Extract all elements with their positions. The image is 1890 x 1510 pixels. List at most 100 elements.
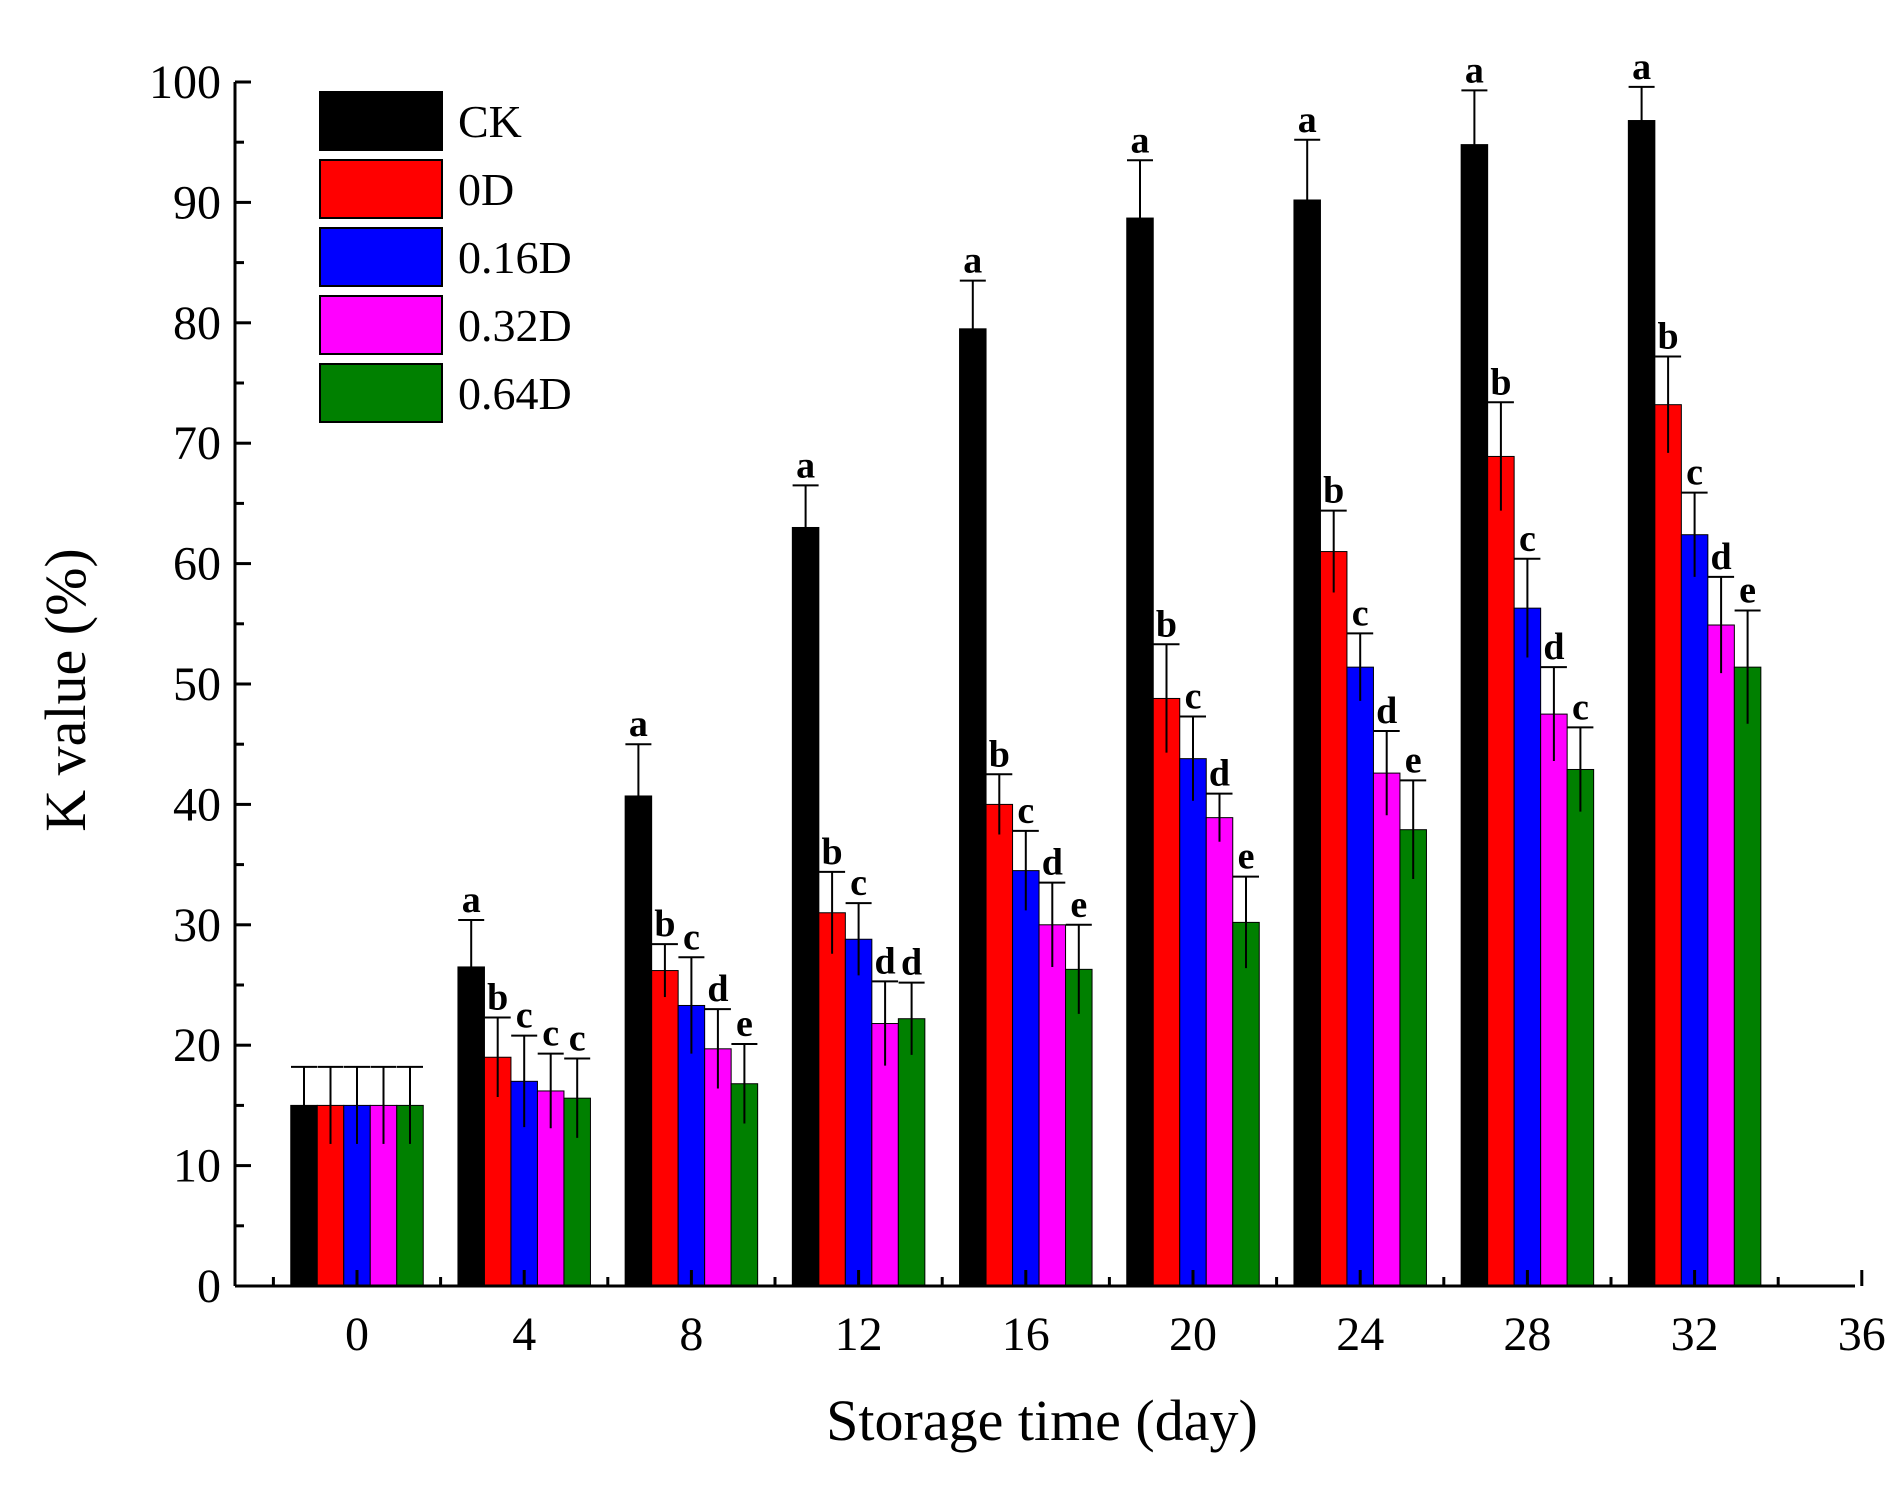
- y-tick-label-60: 60: [173, 538, 221, 591]
- legend-label-0.64D: 0.64D: [458, 368, 572, 419]
- bar-CK-day-28: [1460, 144, 1489, 1287]
- sig-letter-CK-day-24: a: [1298, 99, 1317, 141]
- sig-letter-0.64D-day-12: d: [901, 942, 922, 984]
- y-tick-label-100: 100: [149, 56, 221, 109]
- bar-CK-day-12: [791, 526, 820, 1287]
- sig-letter-0.32D-day-24: d: [1376, 690, 1397, 732]
- sig-letter-CK-day-4: a: [462, 879, 481, 921]
- sig-letter-0.16D-day-4: c: [516, 995, 533, 1037]
- sig-letter-0.16D-day-20: c: [1185, 676, 1202, 718]
- bar-0D-day-24: [1319, 551, 1348, 1287]
- sig-letter-0.32D-day-12: d: [875, 940, 896, 982]
- y-tick-label-70: 70: [173, 417, 221, 470]
- bar-0.16D-day-12: [844, 938, 873, 1287]
- x-tick-label-36: 36: [1838, 1308, 1886, 1361]
- error-bars-layer: [291, 85, 1761, 1144]
- y-tick-label-80: 80: [173, 297, 221, 350]
- sig-letter-0.16D-day-24: c: [1352, 592, 1369, 634]
- bar-0.32D-day-28: [1540, 713, 1568, 1287]
- bar-0.64D-day-12: [897, 1018, 926, 1287]
- sig-letter-0D-day-28: b: [1490, 361, 1511, 403]
- bar-0.64D-day-32: [1733, 666, 1762, 1287]
- sig-letter-0.32D-day-28: d: [1543, 626, 1564, 668]
- bar-0.16D-day-24: [1346, 666, 1374, 1287]
- y-tick-label-30: 30: [173, 899, 221, 952]
- x-tick-label-28: 28: [1503, 1308, 1551, 1361]
- bar-0D-day-20: [1152, 697, 1181, 1287]
- sig-letter-0.64D-day-28: c: [1572, 686, 1589, 728]
- legend-swatch-0.64D: [319, 363, 443, 423]
- legend-label-0.16D: 0.16D: [458, 232, 572, 283]
- legend-swatch-0D: [319, 159, 443, 219]
- sig-letter-0D-day-24: b: [1323, 470, 1344, 512]
- bar-0.64D-day-16: [1065, 968, 1093, 1287]
- bar-CK-day-8: [624, 795, 653, 1287]
- bar-0.64D-day-20: [1232, 921, 1260, 1287]
- bar-0.32D-day-32: [1707, 624, 1735, 1287]
- sig-letter-0D-day-16: b: [989, 733, 1010, 775]
- x-tick-label-0: 0: [345, 1308, 369, 1361]
- x-axis-title: Storage time (day): [826, 1388, 1258, 1453]
- bar-CK-day-16: [959, 328, 987, 1287]
- sig-letter-0D-day-20: b: [1156, 603, 1177, 645]
- y-tick-label-40: 40: [173, 778, 221, 831]
- legend-label-CK: CK: [458, 96, 522, 147]
- legend-swatch-0.32D: [319, 295, 443, 355]
- axes-layer: 0 10 20 30 40 50 60 70 80 90 100 0 4 8 12 16 20 24 28 32 36: [149, 56, 1886, 1361]
- bar-0D-day-8: [651, 970, 679, 1287]
- bar-0.32D-day-24: [1372, 772, 1401, 1287]
- x-tick-label-16: 16: [1002, 1308, 1050, 1361]
- bar-0D-day-16: [985, 803, 1014, 1287]
- sig-letter-0.64D-day-20: e: [1238, 836, 1255, 878]
- sig-letter-0.16D-day-12: c: [850, 862, 867, 904]
- legend-label-0D: 0D: [458, 164, 514, 215]
- sig-letter-0.32D-day-4: c: [542, 1013, 559, 1055]
- bar-0.16D-day-20: [1179, 758, 1207, 1287]
- sig-letter-0.16D-day-32: c: [1686, 452, 1703, 494]
- sig-letter-0D-day-8: b: [654, 903, 675, 945]
- x-tick-label-32: 32: [1671, 1308, 1719, 1361]
- bar-0.32D-day-16: [1038, 924, 1067, 1287]
- sig-letter-0.32D-day-8: d: [707, 968, 728, 1010]
- sig-letter-0.64D-day-16: e: [1070, 884, 1087, 926]
- y-tick-label-20: 20: [173, 1019, 221, 1072]
- sig-letter-0.64D-day-4: c: [569, 1017, 586, 1059]
- bar-0.64D-day-28: [1566, 768, 1595, 1287]
- sig-letter-CK-day-16: a: [963, 240, 982, 282]
- y-tick-label-90: 90: [173, 176, 221, 229]
- sig-letter-0.16D-day-16: c: [1017, 790, 1034, 832]
- legend-swatch-CK: [319, 91, 443, 151]
- x-tick-label-8: 8: [679, 1308, 703, 1361]
- sig-letter-0.64D-day-32: e: [1739, 570, 1756, 612]
- sig-letter-0.16D-day-28: c: [1519, 518, 1536, 560]
- bar-0D-day-28: [1487, 455, 1515, 1287]
- bar-CK-day-32: [1627, 120, 1656, 1287]
- bar-0D-day-12: [818, 912, 846, 1287]
- legend: CK 0D 0.16D 0.32D 0.64D: [319, 91, 572, 423]
- y-tick-label-50: 50: [173, 658, 221, 711]
- sig-letter-0.64D-day-8: e: [736, 1003, 753, 1045]
- sig-letter-CK-day-20: a: [1131, 119, 1150, 161]
- bar-0.32D-day-20: [1205, 817, 1234, 1287]
- sig-letter-CK-day-32: a: [1632, 46, 1651, 88]
- sig-letter-0D-day-32: b: [1658, 316, 1679, 358]
- bar-0.16D-day-32: [1680, 534, 1709, 1287]
- sig-letter-CK-day-28: a: [1465, 49, 1484, 91]
- x-tick-label-12: 12: [835, 1308, 883, 1361]
- x-tick-label-24: 24: [1336, 1308, 1384, 1361]
- sig-letter-CK-day-12: a: [796, 444, 815, 486]
- bar-CK-day-24: [1293, 199, 1321, 1287]
- sig-letter-0.32D-day-20: d: [1209, 753, 1230, 795]
- sig-letter-0.16D-day-8: c: [683, 916, 700, 958]
- legend-label-0.32D: 0.32D: [458, 300, 572, 351]
- x-tick-label-20: 20: [1169, 1308, 1217, 1361]
- bars-layer: [290, 120, 1762, 1287]
- x-tick-label-4: 4: [512, 1308, 536, 1361]
- sig-letter-0.64D-day-24: e: [1405, 739, 1422, 781]
- y-tick-label-0: 0: [197, 1260, 221, 1313]
- bar-0.16D-day-28: [1513, 607, 1542, 1287]
- sig-letter-0D-day-4: b: [487, 977, 508, 1019]
- bar-CK-day-20: [1126, 217, 1154, 1287]
